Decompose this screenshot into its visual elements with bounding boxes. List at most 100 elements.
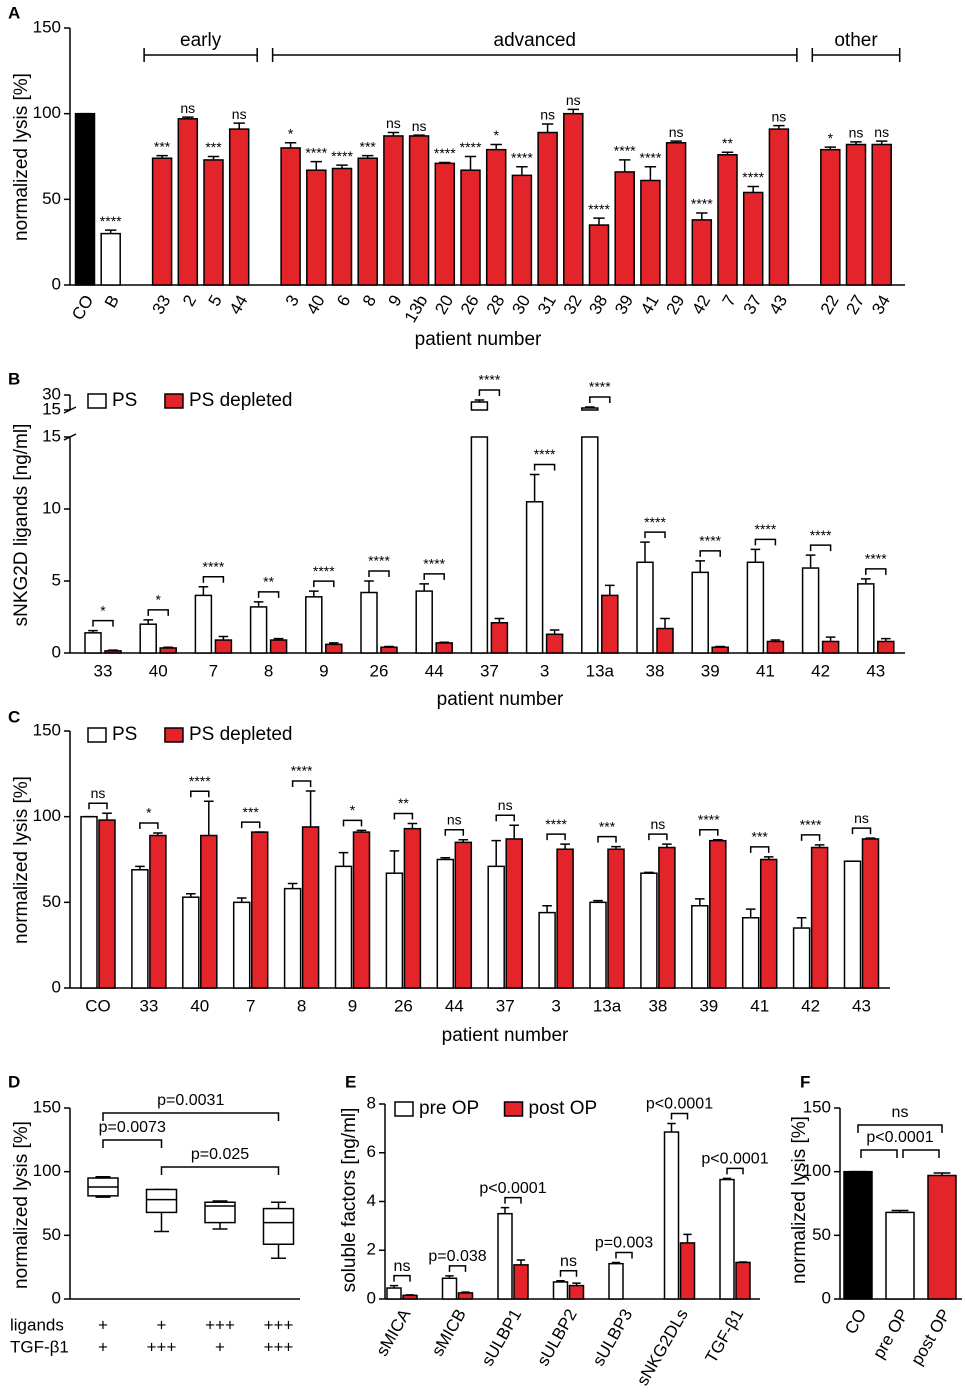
comparison-bracket xyxy=(546,833,566,841)
bar xyxy=(525,501,544,654)
bar xyxy=(709,839,727,989)
comparison-bracket xyxy=(533,463,556,471)
bar xyxy=(436,858,455,989)
x-tick-label: sMICA xyxy=(372,1305,414,1359)
error-bar xyxy=(186,893,196,898)
x-tick-label: 9 xyxy=(348,996,357,1015)
whisker xyxy=(271,1201,286,1259)
x-tick-label: 37 xyxy=(480,661,499,680)
bar xyxy=(711,646,729,654)
comparison-bracket xyxy=(423,573,445,580)
x-tick-label: 38 xyxy=(585,292,611,318)
significance-label: * xyxy=(493,127,499,143)
y-tick-label: 8 xyxy=(367,1093,376,1112)
error-bar xyxy=(572,1282,581,1286)
y-tick-label: 100 xyxy=(33,806,61,825)
y-axis-title: normalized lysis [%] xyxy=(789,1116,810,1284)
y-tick-label: 2 xyxy=(367,1240,376,1259)
bar xyxy=(250,831,269,989)
x-tick-label: 3 xyxy=(551,996,560,1015)
significance-label: ** xyxy=(398,795,409,811)
legend-label: PS xyxy=(112,724,137,745)
comparison-bracket xyxy=(160,1166,280,1175)
error-bar xyxy=(407,822,418,829)
error-bar xyxy=(516,166,528,176)
significance-label: **** xyxy=(810,527,832,543)
bar xyxy=(434,162,456,286)
bar xyxy=(232,901,251,989)
bar xyxy=(194,594,213,654)
y-tick-label: 6 xyxy=(367,1142,376,1161)
error-bar xyxy=(163,646,173,648)
error-bar xyxy=(88,629,98,633)
significance-label: ns xyxy=(180,100,195,116)
significance-label: **** xyxy=(479,372,501,388)
x-tick-label: 40 xyxy=(149,661,168,680)
bar xyxy=(104,650,122,654)
x-tick-label: sULBP1 xyxy=(478,1306,526,1370)
error-bar xyxy=(796,917,807,929)
bar xyxy=(719,1178,735,1300)
error-bar xyxy=(593,899,603,903)
bar xyxy=(537,131,558,286)
x-tick-label: 7 xyxy=(246,996,255,1015)
bar xyxy=(84,632,102,654)
comparison-bracket xyxy=(644,531,666,539)
comparison-bracket xyxy=(291,780,312,787)
comparison-bracket xyxy=(699,550,721,557)
comparison-bracket xyxy=(147,609,169,616)
group-label: other xyxy=(834,30,878,51)
comparison-bracket xyxy=(448,1265,467,1272)
error-bar xyxy=(236,897,247,903)
bar xyxy=(691,905,709,989)
x-tick-label: sMICB xyxy=(428,1306,470,1360)
significance-label: **** xyxy=(511,149,533,165)
significance-label: p=0.003 xyxy=(595,1235,653,1252)
significance-label: p=0.038 xyxy=(428,1248,486,1265)
comparison-bracket xyxy=(860,1149,898,1158)
comparison-bracket xyxy=(257,591,280,598)
x-tick-label: 13b xyxy=(401,292,432,326)
comparison-bracket xyxy=(240,821,261,829)
bar xyxy=(415,590,433,654)
bar xyxy=(485,148,507,286)
y-tick-label: 150 xyxy=(803,1097,831,1116)
panel-letter: B xyxy=(8,369,20,388)
y-axis-title: normalized lysis [%] xyxy=(11,776,32,944)
significance-label: **** xyxy=(699,533,721,549)
x-tick-label: CO xyxy=(68,292,97,324)
y-tick-label: 4 xyxy=(367,1191,376,1210)
significance-label: ** xyxy=(263,574,274,590)
comparison-bracket xyxy=(393,1274,411,1282)
comparison-bracket xyxy=(851,827,872,835)
bar xyxy=(460,169,481,286)
x-tick-label: 26 xyxy=(394,996,413,1015)
panel-letter: E xyxy=(345,1072,356,1091)
bar xyxy=(810,846,829,989)
bar xyxy=(283,887,302,989)
bar xyxy=(857,583,875,654)
significance-label: **** xyxy=(203,558,225,574)
significance-label: ns xyxy=(232,106,247,122)
significance-label: **** xyxy=(691,196,713,212)
row-value: + xyxy=(157,1315,167,1334)
x-tick-label: 43 xyxy=(852,996,871,1015)
significance-label: **** xyxy=(644,514,666,530)
comparison-bracket xyxy=(444,829,465,836)
significance-label: *** xyxy=(752,829,769,845)
bar xyxy=(383,135,404,286)
error-bar xyxy=(362,154,374,159)
significance-label: ns xyxy=(772,108,787,124)
bar xyxy=(385,872,404,989)
significance-label: p<0.0001 xyxy=(701,1151,768,1168)
bar xyxy=(360,591,378,654)
bar xyxy=(735,1261,751,1300)
error-bar xyxy=(805,554,816,569)
bar xyxy=(214,639,233,654)
error-bar xyxy=(644,871,654,874)
bar xyxy=(877,640,895,654)
bar xyxy=(159,647,177,654)
bar xyxy=(608,1262,624,1300)
significance-label: ns xyxy=(540,107,555,123)
error-bar xyxy=(198,586,209,596)
